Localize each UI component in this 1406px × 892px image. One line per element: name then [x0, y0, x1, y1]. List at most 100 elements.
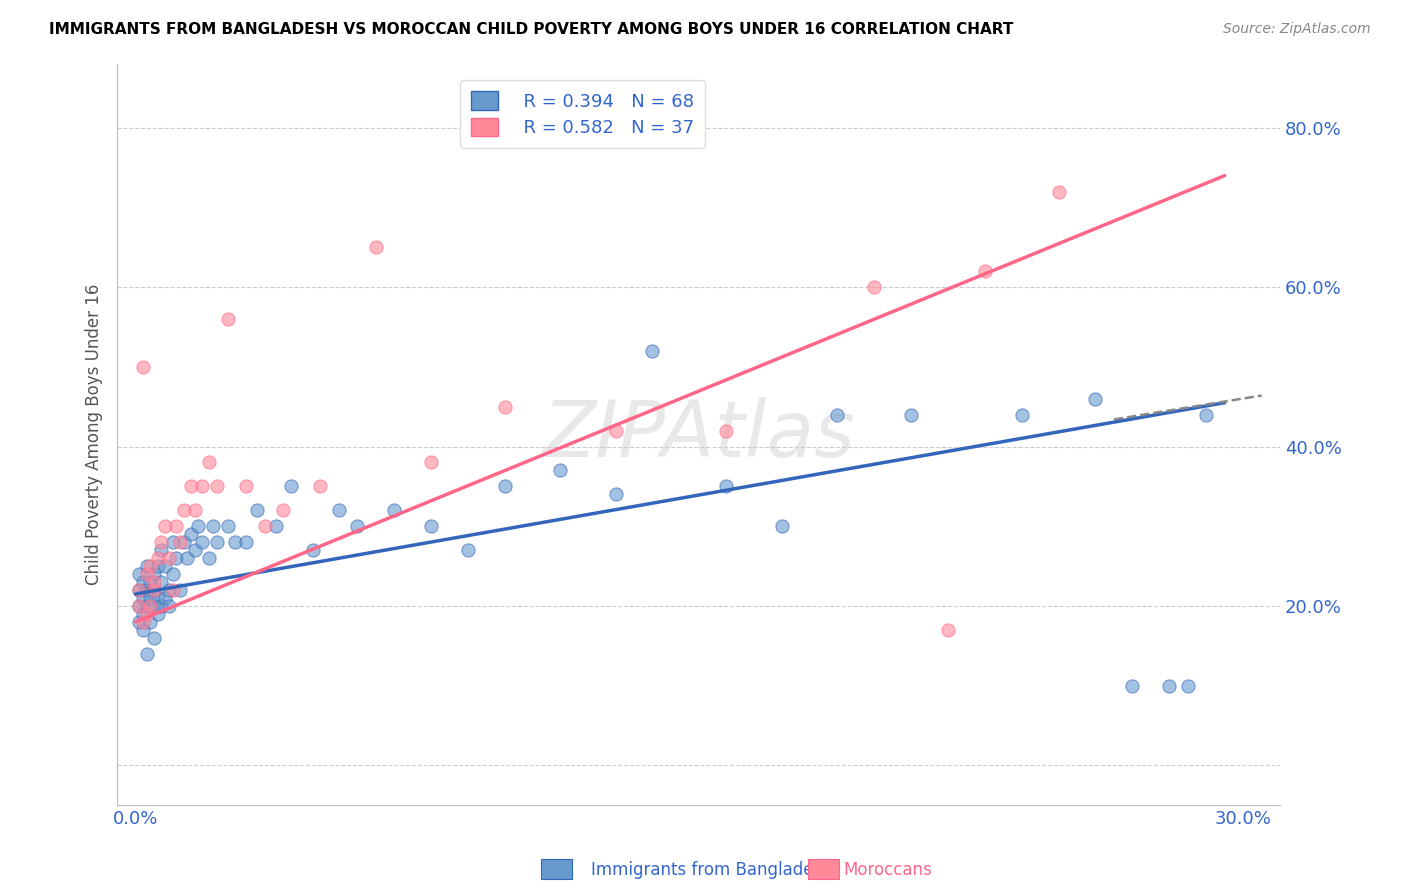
Point	[143, 599, 166, 613]
Point	[153, 519, 176, 533]
Point	[253, 519, 276, 533]
Point	[132, 591, 155, 605]
Point	[1195, 408, 1218, 422]
Point	[135, 647, 157, 661]
Point	[143, 567, 166, 582]
Point	[169, 582, 191, 597]
Point	[217, 519, 239, 533]
Point	[420, 455, 443, 469]
Point	[128, 567, 150, 582]
Point	[457, 543, 479, 558]
Point	[132, 607, 155, 621]
Point	[198, 551, 221, 566]
Point	[150, 535, 173, 549]
Point	[139, 591, 162, 605]
Point	[235, 479, 257, 493]
Point	[146, 551, 169, 566]
Point	[183, 543, 205, 558]
Point	[863, 280, 886, 294]
Point	[936, 623, 959, 637]
Point	[146, 607, 169, 621]
Point	[139, 599, 162, 613]
Point	[128, 599, 150, 613]
Text: Moroccans: Moroccans	[844, 861, 932, 879]
Point	[205, 535, 228, 549]
Point	[202, 519, 225, 533]
Point	[135, 582, 157, 597]
Point	[641, 343, 664, 358]
Point	[143, 582, 166, 597]
Point	[128, 615, 150, 629]
Point	[224, 535, 246, 549]
Point	[716, 479, 738, 493]
Point	[364, 240, 387, 254]
Point	[157, 551, 180, 566]
Point	[973, 264, 995, 278]
Point	[309, 479, 332, 493]
Point	[157, 582, 180, 597]
Point	[770, 519, 793, 533]
Point	[146, 559, 169, 574]
Point	[605, 487, 627, 501]
Point	[143, 631, 166, 645]
Point	[420, 519, 443, 533]
Point	[548, 463, 571, 477]
Point	[173, 503, 195, 517]
Point	[165, 519, 187, 533]
Point	[128, 582, 150, 597]
Point	[169, 535, 191, 549]
Text: ZIPAtlas: ZIPAtlas	[543, 397, 855, 473]
Point	[183, 503, 205, 517]
Point	[128, 582, 150, 597]
Y-axis label: Child Poverty Among Boys Under 16: Child Poverty Among Boys Under 16	[86, 284, 103, 585]
Point	[157, 599, 180, 613]
Point	[187, 519, 209, 533]
Point	[900, 408, 922, 422]
Point	[176, 551, 198, 566]
Point	[165, 551, 187, 566]
Point	[162, 535, 184, 549]
Point	[162, 567, 184, 582]
Point	[135, 607, 157, 621]
Point	[180, 527, 202, 541]
Point	[135, 567, 157, 582]
Point	[191, 479, 214, 493]
Point	[1011, 408, 1033, 422]
Point	[1159, 679, 1181, 693]
Point	[191, 535, 214, 549]
Point	[825, 408, 848, 422]
Point	[494, 479, 516, 493]
Point	[132, 359, 155, 374]
Point	[1121, 679, 1143, 693]
Point	[135, 599, 157, 613]
Point	[198, 455, 221, 469]
Point	[150, 543, 173, 558]
Point	[143, 582, 166, 597]
Point	[1177, 679, 1199, 693]
Point	[328, 503, 350, 517]
Point	[382, 503, 405, 517]
Point	[150, 599, 173, 613]
Point	[273, 503, 295, 517]
Point	[132, 574, 155, 589]
Point	[128, 599, 150, 613]
Point	[139, 559, 162, 574]
Point	[494, 400, 516, 414]
Point	[205, 479, 228, 493]
Point	[1084, 392, 1107, 406]
Point	[246, 503, 269, 517]
Point	[716, 424, 738, 438]
Point	[302, 543, 325, 558]
Point	[146, 591, 169, 605]
Legend:   R = 0.394   N = 68,   R = 0.582   N = 37: R = 0.394 N = 68, R = 0.582 N = 37	[460, 80, 704, 148]
Point	[173, 535, 195, 549]
Point	[605, 424, 627, 438]
Point	[135, 559, 157, 574]
Point	[180, 479, 202, 493]
Text: Source: ZipAtlas.com: Source: ZipAtlas.com	[1223, 22, 1371, 37]
Text: IMMIGRANTS FROM BANGLADESH VS MOROCCAN CHILD POVERTY AMONG BOYS UNDER 16 CORRELA: IMMIGRANTS FROM BANGLADESH VS MOROCCAN C…	[49, 22, 1014, 37]
Point	[153, 591, 176, 605]
Point	[139, 615, 162, 629]
Text: Immigrants from Bangladesh: Immigrants from Bangladesh	[591, 861, 832, 879]
Point	[132, 615, 155, 629]
